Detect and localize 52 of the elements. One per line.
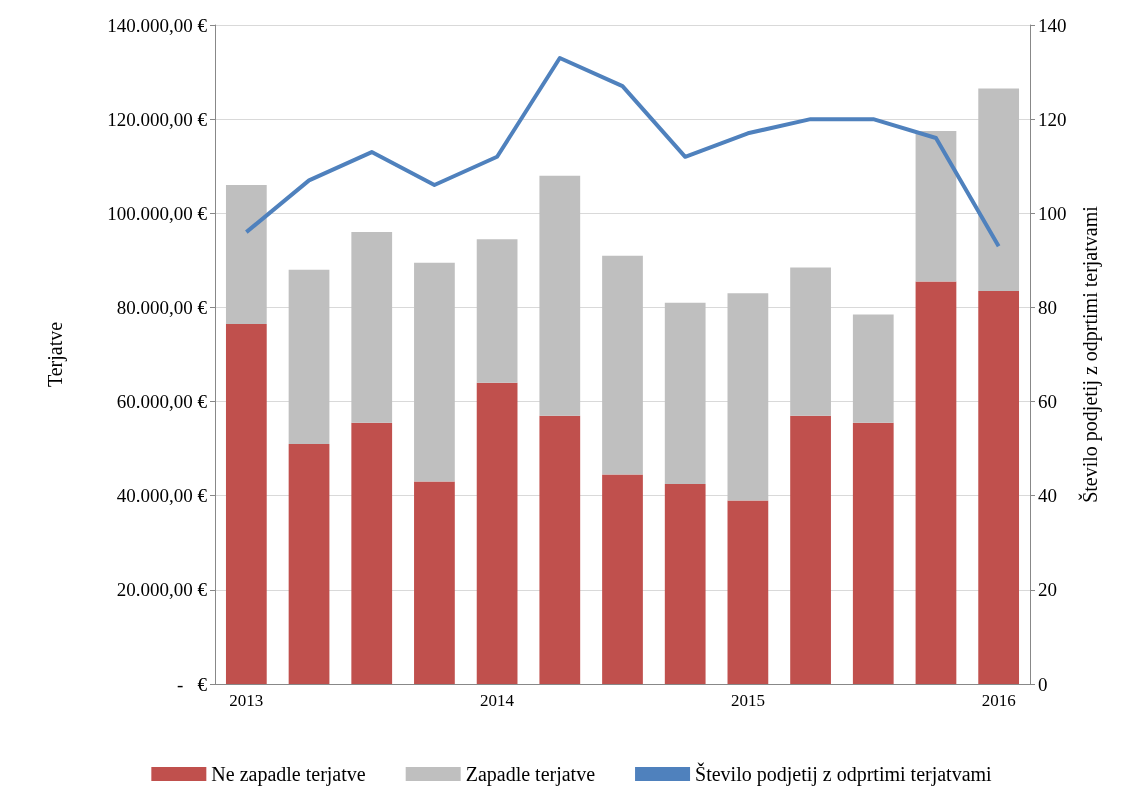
bar: [915, 281, 957, 684]
bar: [225, 323, 267, 684]
bar: [225, 185, 267, 324]
bar: [476, 239, 518, 383]
y-tick-label: 80.000,00 €: [116, 296, 208, 318]
y2-tick-label: 20: [1038, 579, 1057, 601]
bar: [852, 314, 894, 423]
bar: [602, 474, 643, 684]
bar: [288, 269, 330, 444]
bar: [978, 88, 1020, 291]
y-tick-label: - €: [176, 673, 208, 695]
bar: [664, 483, 706, 684]
line-series: [244, 55, 1001, 249]
bar: [539, 175, 581, 416]
legend-label: Število podjetij z odprtimi terjatvami: [695, 762, 993, 786]
bar: [852, 422, 894, 684]
legend-label: Ne zapadle terjatve: [211, 763, 366, 786]
y2-tick-label: 80: [1038, 296, 1057, 318]
bar: [602, 255, 643, 475]
x-tick-label: 2013: [229, 691, 264, 710]
y2-tick-label: 0: [1038, 673, 1048, 695]
y-tick-label: 40.000,00 €: [116, 485, 208, 507]
y-tick-label: 100.000,00 €: [107, 202, 208, 224]
bar: [915, 130, 957, 282]
bar: [414, 481, 455, 684]
x-tick-label: 2016: [981, 691, 1016, 710]
bar: [790, 267, 831, 416]
bar: [414, 262, 455, 482]
y-tick-label: 20.000,00 €: [116, 579, 208, 601]
bar: [288, 443, 330, 684]
bar: [727, 293, 769, 501]
y-axis-title: Terjatve: [44, 321, 67, 388]
y-tick-label: 140.000,00 €: [107, 14, 208, 36]
x-tick-label: 2015: [730, 691, 765, 710]
y2-tick-label: 100: [1038, 202, 1067, 224]
y2-tick-label: 40: [1038, 485, 1057, 507]
bar: [539, 415, 581, 684]
y2-tick-label: 60: [1038, 391, 1057, 413]
y2-tick-label: 140: [1038, 14, 1067, 36]
bar: [351, 422, 393, 684]
legend-label: Zapadle terjatve: [465, 763, 596, 786]
bar: [790, 415, 831, 684]
bar: [978, 290, 1020, 684]
x-tick-label: 2014: [480, 691, 515, 710]
y2-axis-title: Število podjetij z odprtimi terjatvami: [1078, 205, 1102, 503]
bar: [351, 232, 393, 423]
bar: [664, 302, 706, 484]
bar: [727, 500, 769, 684]
y-tick-label: 60.000,00 €: [116, 391, 208, 413]
y-tick-label: 120.000,00 €: [107, 108, 208, 130]
y2-tick-label: 120: [1038, 108, 1067, 130]
bar: [476, 382, 518, 684]
